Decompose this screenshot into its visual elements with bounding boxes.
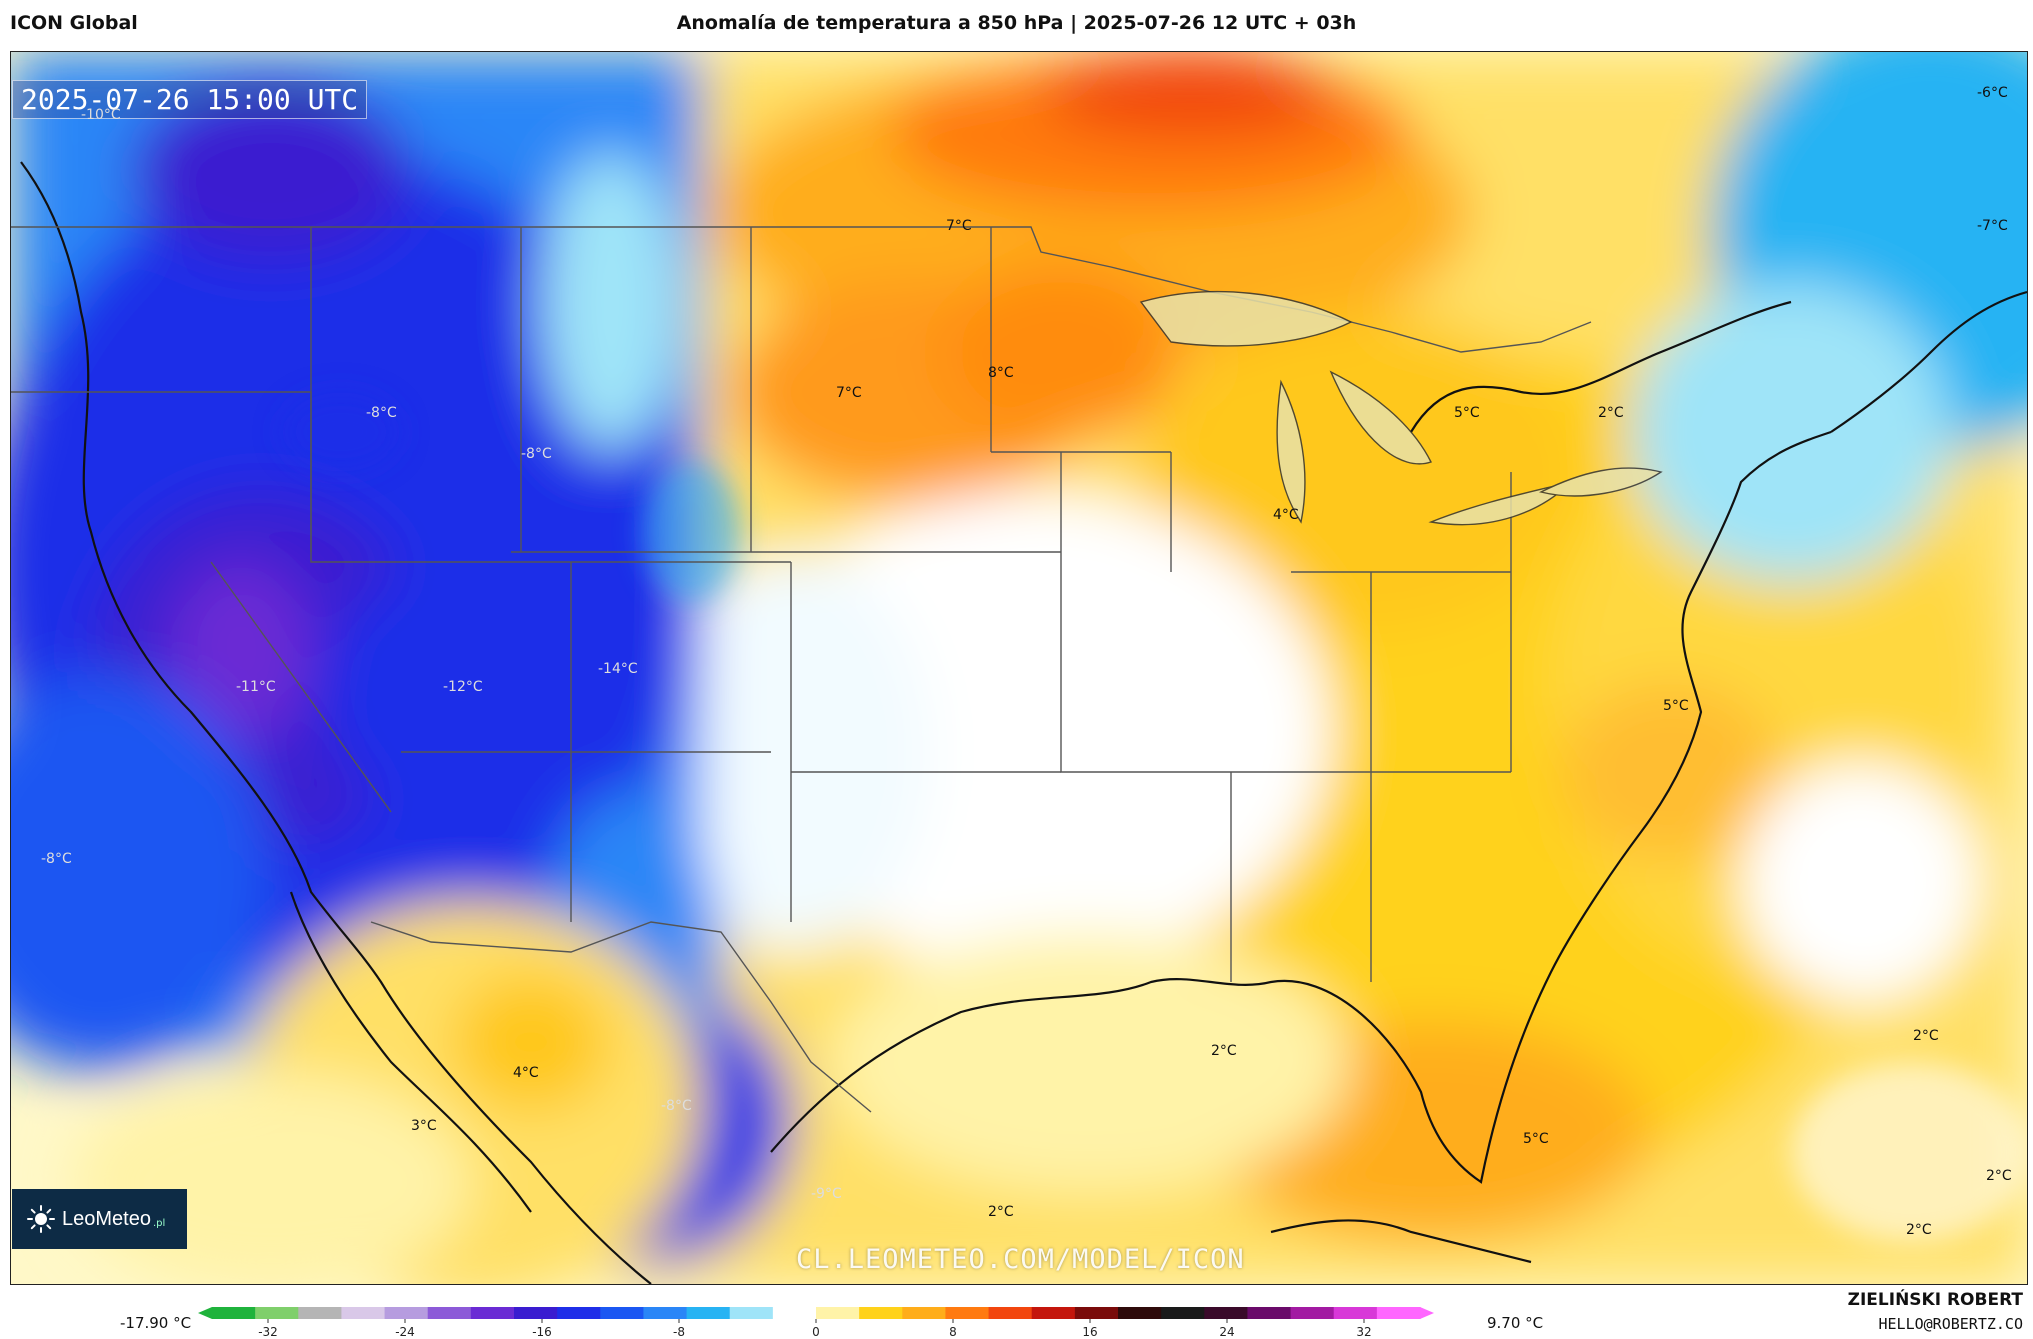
legend-swatch [1376, 1307, 1421, 1319]
legend-max-arrow [1420, 1307, 1434, 1319]
legend-swatch [1290, 1307, 1335, 1319]
legend-swatch [902, 1307, 947, 1319]
anomaly-label: 2°C [1598, 405, 1624, 421]
legend-tick-label: 0 [812, 1325, 820, 1339]
legend-swatch [1031, 1307, 1076, 1319]
legend-min-value: -17.90 °C [120, 1314, 192, 1332]
legend-swatch [988, 1307, 1033, 1319]
anomaly-label: 7°C [836, 385, 862, 401]
color-legend: -17.90 °C -32 -24 -16 -8 0 8 16 24 32 9.70 °C [0, 1300, 2033, 1339]
anomaly-label: -11°C [236, 679, 276, 695]
legend-tick-label: -24 [395, 1325, 415, 1339]
legend-swatch [298, 1307, 343, 1319]
anomaly-label: -12°C [443, 679, 483, 695]
sun-icon [27, 1205, 55, 1233]
map-title: Anomalía de temperatura a 850 hPa | 2025… [676, 12, 1357, 34]
anomaly-label: -8°C [41, 851, 72, 867]
legend-tick-label: -32 [258, 1325, 278, 1339]
valid-time-badge: 2025-07-26 15:00 UTC [12, 80, 368, 119]
leometeo-logo: LeoMeteo .pl [12, 1189, 187, 1249]
anomaly-label: -8°C [521, 446, 552, 462]
legend-swatch [643, 1307, 688, 1319]
anomaly-label: 3°C [411, 1118, 437, 1134]
legend-tick-label: 8 [949, 1325, 957, 1339]
legend-tick-label: 16 [1082, 1325, 1097, 1339]
legend-swatch [859, 1307, 903, 1319]
anomaly-label: -8°C [366, 405, 397, 421]
anomaly-label: -6°C [1977, 85, 2008, 101]
anomaly-label: 5°C [1523, 1131, 1549, 1147]
legend-max-value: 9.70 °C [1487, 1314, 1544, 1332]
legend-swatch [341, 1307, 386, 1319]
legend-swatch [945, 1307, 990, 1319]
legend-swatch [470, 1307, 515, 1319]
legend-swatch [1333, 1307, 1378, 1319]
legend-swatch [212, 1307, 256, 1319]
anomaly-label: 8°C [988, 365, 1014, 381]
legend-tick-label: -16 [532, 1325, 552, 1339]
legend-swatch [816, 1307, 860, 1319]
temperature-anomaly-map [11, 52, 2027, 1284]
model-name: ICON Global [10, 12, 138, 34]
anomaly-label: -9°C [811, 1186, 842, 1202]
source-watermark: CL.LEOMETEO.COM/MODEL/ICON [796, 1244, 1245, 1275]
legend-swatch [1247, 1307, 1292, 1319]
legend-tick-label: 32 [1356, 1325, 1371, 1339]
anomaly-label: -14°C [598, 661, 638, 677]
anomaly-label: 4°C [513, 1065, 539, 1081]
legend-swatch [729, 1307, 774, 1319]
legend-swatch [772, 1307, 817, 1319]
legend-min-arrow [198, 1307, 212, 1319]
anomaly-label: 2°C [1211, 1043, 1237, 1059]
legend-swatch [384, 1307, 429, 1319]
anomaly-label: 2°C [1906, 1222, 1932, 1238]
anomaly-label: -7°C [1977, 218, 2008, 234]
anomaly-label: 2°C [1986, 1168, 2012, 1184]
legend-swatch [686, 1307, 731, 1319]
anomaly-label: 2°C [988, 1204, 1014, 1220]
legend-colorbar: -32 -24 -16 -8 0 8 16 24 32 [198, 1307, 1434, 1339]
legend-swatch [1161, 1307, 1205, 1319]
anomaly-label: 5°C [1454, 405, 1480, 421]
legend-swatch [1118, 1307, 1162, 1319]
legend-swatch [255, 1307, 299, 1319]
legend-swatch [427, 1307, 472, 1319]
anomaly-label: -10°C [81, 107, 121, 123]
legend-swatch [557, 1307, 601, 1319]
anomaly-label: 2°C [1913, 1028, 1939, 1044]
legend-swatch [1204, 1307, 1249, 1319]
map-panel: 2025-07-26 15:00 UTC -10°C -8°C -8°C -11… [10, 51, 2028, 1285]
anomaly-label: 5°C [1663, 698, 1689, 714]
anomaly-label: 4°C [1273, 507, 1299, 523]
legend-swatch [1074, 1307, 1119, 1319]
legend-swatch [600, 1307, 645, 1319]
anomaly-label: 7°C [946, 218, 972, 234]
author-email: HELLO@ROBERTZ.CO [1878, 1315, 2024, 1333]
logo-text: LeoMeteo [62, 1207, 151, 1230]
legend-tick-label: 24 [1219, 1325, 1234, 1339]
legend-swatch [514, 1307, 558, 1319]
legend-tick-label: -8 [673, 1325, 685, 1339]
anomaly-label: -8°C [661, 1098, 692, 1114]
logo-suffix: .pl [152, 1217, 166, 1229]
author-name: ZIELIŃSKI ROBERT [1847, 1290, 2023, 1310]
